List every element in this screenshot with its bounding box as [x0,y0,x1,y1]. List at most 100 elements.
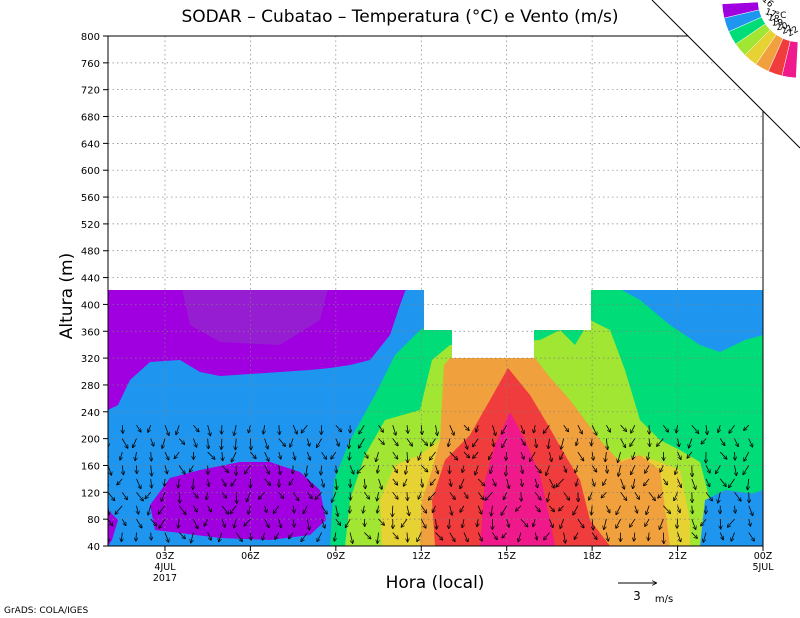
wind-vector [561,438,565,449]
wind-vector [178,465,185,473]
legend-label: 18 [767,13,780,25]
y-axis-label: Altura (m) [57,253,77,339]
wind-vector [450,478,451,486]
wind-vector [346,518,351,527]
field-pink [480,412,555,546]
wind-vector [485,492,493,500]
wind-vector [719,451,726,459]
wind-vector [706,425,707,434]
wind-vector [492,532,497,540]
wind-vector [418,451,422,460]
wind-vector [430,451,436,460]
wind-vector [748,532,754,541]
wind-vector [301,424,308,432]
wind-vector [121,532,122,542]
wind-vector [322,478,324,487]
wind-vector [463,492,468,498]
wind-vector [703,532,707,542]
wind-vector [221,505,229,514]
wind-vector [290,438,294,447]
wind-vector [279,451,281,459]
wind-vector [692,505,693,514]
wind-vector [265,505,267,513]
wind-vector [606,465,607,472]
wind-vector [734,438,739,447]
wind-vector [122,425,123,433]
wind-vector [264,438,268,449]
wind-vector [307,478,312,487]
wind-vector [645,518,650,526]
wind-vector [164,451,169,460]
wind-vector [674,492,678,500]
field-purple-core [180,280,330,345]
y-tick-label: 360 [81,327,100,338]
wind-vector [506,478,509,489]
wind-vector [317,532,322,542]
wind-vector [534,492,541,499]
wind-vector [359,438,365,448]
wind-vector [431,438,436,446]
wind-vector [564,465,567,472]
missing-right-b [622,198,678,238]
wind-vector [546,465,550,475]
wind-vector [473,451,479,458]
wind-vector [292,492,299,500]
wind-vector [301,532,308,542]
wind-vector [136,505,138,514]
wind-vector [549,451,551,461]
y-tick-label: 720 [81,86,100,97]
wind-vector [392,478,398,485]
wind-vector [560,519,565,528]
wind-vector [735,452,736,460]
wind-vector [246,492,251,501]
wind-vector [618,451,621,462]
wind-vector [463,451,469,458]
wind-vector [716,465,721,473]
missing-mid-c [539,278,591,330]
wind-vector [221,492,227,498]
wind-vector [178,532,185,539]
wind-vector [164,532,169,542]
wind-vector [659,519,664,529]
wind-vector [604,519,607,529]
wind-vector [273,505,280,513]
wind-vector [150,518,157,525]
wind-vector [678,505,680,513]
wind-vector [616,505,621,515]
wind-vector [460,478,465,489]
wind-vector [151,465,152,475]
wind-vector [321,519,325,528]
wind-vector [193,518,197,528]
wind-vector [634,532,635,541]
wind-reference: 3 m/s [618,583,673,605]
wind-vector [477,505,481,514]
x-axis-label: Hora (local) [386,573,485,593]
x-tick-label: 4JUL [154,562,176,573]
wind-vector [749,519,751,526]
wind-vector [159,518,166,528]
wind-vector [378,478,382,489]
wind-vector [176,425,180,434]
wind-vector [120,451,122,460]
wind-vector [630,438,636,447]
wind-vector [592,478,594,486]
wind-vector [332,492,337,502]
wind-vector [463,532,468,542]
x-tick-label: 09Z [327,551,346,562]
wind-vector [620,424,627,431]
wind-vector [436,425,438,435]
wind-vector [677,532,681,542]
wind-vector [535,532,537,540]
wind-vector [691,519,696,529]
legend-diagonal [651,0,800,149]
wind-vector [492,425,495,435]
field-blue-lower-right [700,490,763,546]
wind-vector [663,505,670,514]
wind-vector [506,452,507,460]
x-tick-label: 06Z [241,551,260,562]
wind-vector [492,478,495,486]
wind-vector [678,438,680,447]
wind-vector [435,532,443,540]
wind-vector [307,492,312,498]
